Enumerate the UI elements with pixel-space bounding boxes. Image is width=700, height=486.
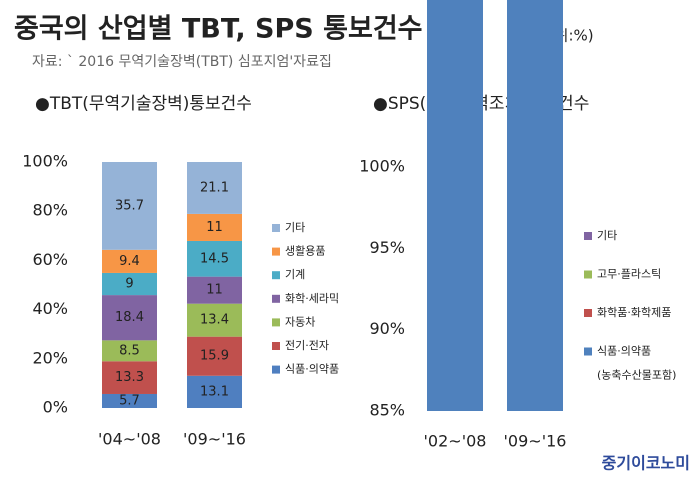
- data-label: 13.3: [115, 370, 144, 385]
- x-tick-label: '04~'08: [98, 430, 161, 449]
- legend-label: 화학·세라믹: [285, 292, 339, 305]
- legend-swatch: [272, 224, 280, 232]
- bar-segment: [102, 393, 157, 408]
- legend-label: 식품·의약품: [285, 362, 339, 376]
- data-label: 21.1: [200, 180, 229, 195]
- bar-segment: [187, 213, 242, 241]
- y-tick-label: 20%: [32, 348, 68, 367]
- legend-label: 생활용품: [285, 244, 325, 258]
- bar-segment: [102, 162, 157, 250]
- y-tick-label: 80%: [32, 201, 68, 220]
- bar-segment: [187, 375, 242, 408]
- legend-label: 고무·플라스틱: [597, 268, 661, 281]
- y-tick-label: 95%: [369, 238, 405, 257]
- data-label: 18.4: [115, 310, 144, 325]
- bar-segment: [507, 0, 563, 411]
- legend-label: 기계: [285, 268, 305, 281]
- legend-label: 전기·전자: [285, 339, 329, 352]
- y-tick-label: 0%: [43, 398, 68, 417]
- bar-segment: [187, 162, 242, 214]
- legend-swatch: [272, 318, 280, 327]
- data-label: 13.4: [200, 313, 229, 328]
- bar-segment: [187, 240, 242, 277]
- legend-note: (농축수산물포함): [597, 369, 676, 382]
- legend-swatch: [272, 271, 280, 280]
- bar-segment: [102, 295, 157, 341]
- legend-swatch: [584, 309, 592, 317]
- y-tick-label: 85%: [369, 401, 405, 420]
- y-tick-label: 60%: [32, 250, 68, 269]
- bar-segment: [102, 249, 157, 273]
- data-label: 15.9: [200, 349, 229, 364]
- x-tick-label: '02~'08: [424, 432, 487, 451]
- logo: 중기이코노미: [602, 454, 690, 473]
- legend-swatch: [272, 365, 280, 374]
- legend-swatch: [584, 347, 592, 356]
- chart-title: ●TBT(무역기술장벽)통보건수: [35, 94, 252, 114]
- legend-label: 기타: [285, 221, 305, 234]
- bar-segment: [102, 361, 157, 394]
- data-label: 5.7: [119, 393, 140, 408]
- legend-swatch: [584, 270, 592, 279]
- bar-segment: [427, 0, 483, 411]
- legend-label: 기타: [597, 229, 617, 242]
- legend-swatch: [272, 342, 280, 350]
- data-label: 9: [125, 277, 133, 292]
- x-tick-label: '09~'16: [504, 432, 567, 451]
- y-tick-label: 100%: [359, 157, 405, 176]
- x-tick-label: '09~'16: [183, 430, 246, 449]
- legend-swatch: [584, 232, 592, 240]
- data-label: 8.5: [119, 343, 140, 358]
- bar-segment: [187, 276, 242, 304]
- legend-label: 식품·의약품: [597, 344, 651, 358]
- y-tick-label: 90%: [369, 319, 405, 338]
- data-label: 35.7: [115, 198, 144, 213]
- data-label: 9.4: [119, 254, 140, 269]
- y-tick-label: 40%: [32, 299, 68, 318]
- data-label: 13.1: [200, 384, 229, 399]
- legend-swatch: [272, 247, 280, 256]
- data-label: 11: [206, 220, 223, 235]
- legend-label: 자동차: [285, 315, 315, 328]
- data-label: 11: [206, 283, 223, 298]
- data-label: 14.5: [200, 251, 229, 266]
- source: 자료: ` 2016 무역기술장벽(TBT) 심포지엄'자료집: [32, 54, 332, 70]
- bar-segment: [187, 336, 242, 376]
- page-title: 중국의 산업별 TBT, SPS 통보건수 비율: [14, 14, 482, 45]
- bar-segment: [102, 340, 157, 362]
- y-tick-label: 100%: [22, 152, 68, 171]
- legend-label: 화학품·화학제품: [597, 306, 671, 319]
- bar-segment: [102, 272, 157, 296]
- bar-segment: [187, 303, 242, 337]
- legend-swatch: [272, 294, 280, 303]
